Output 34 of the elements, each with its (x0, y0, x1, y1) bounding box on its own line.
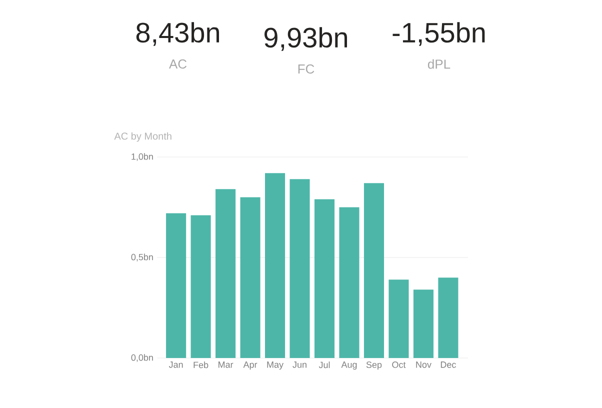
text: AC (169, 59, 187, 69)
bar (388, 280, 409, 358)
x-tick-label: Nov (416, 362, 432, 368)
y-tick-label: 1,0bn (132, 153, 153, 161)
bar (290, 179, 310, 358)
x-tick-label: Oct (392, 362, 406, 368)
bar (216, 189, 236, 358)
y-tick-label: 0,0bn (131, 354, 153, 362)
text: -1,55bn (392, 22, 485, 46)
x-tick-label: May (267, 362, 284, 370)
bar (339, 207, 360, 358)
chart-title: AC by Month (114, 132, 172, 142)
x-tick-label: Sep (366, 362, 382, 370)
bar (166, 213, 186, 358)
bar (314, 199, 335, 358)
bar (190, 215, 211, 358)
bar (240, 197, 260, 358)
text: 8,43bn (136, 22, 219, 46)
y-tick-label: 0,5bn (131, 254, 153, 262)
x-tick-label: Mar (218, 362, 234, 368)
text: FC (298, 64, 314, 74)
x-tick-label: Jul (318, 362, 330, 368)
bar (364, 183, 384, 358)
x-tick-label: Aug (341, 362, 357, 370)
x-tick-label: Apr (243, 362, 258, 370)
text: 9,93bn (264, 27, 347, 51)
bar (438, 278, 458, 358)
x-tick-label: Dec (440, 362, 456, 368)
bar (265, 173, 286, 358)
x-tick-label: Jan (168, 362, 183, 368)
x-tick-label: Feb (194, 362, 208, 368)
bar (413, 290, 434, 358)
text: dPL (428, 59, 450, 69)
x-tick-label: Jun (292, 362, 306, 368)
